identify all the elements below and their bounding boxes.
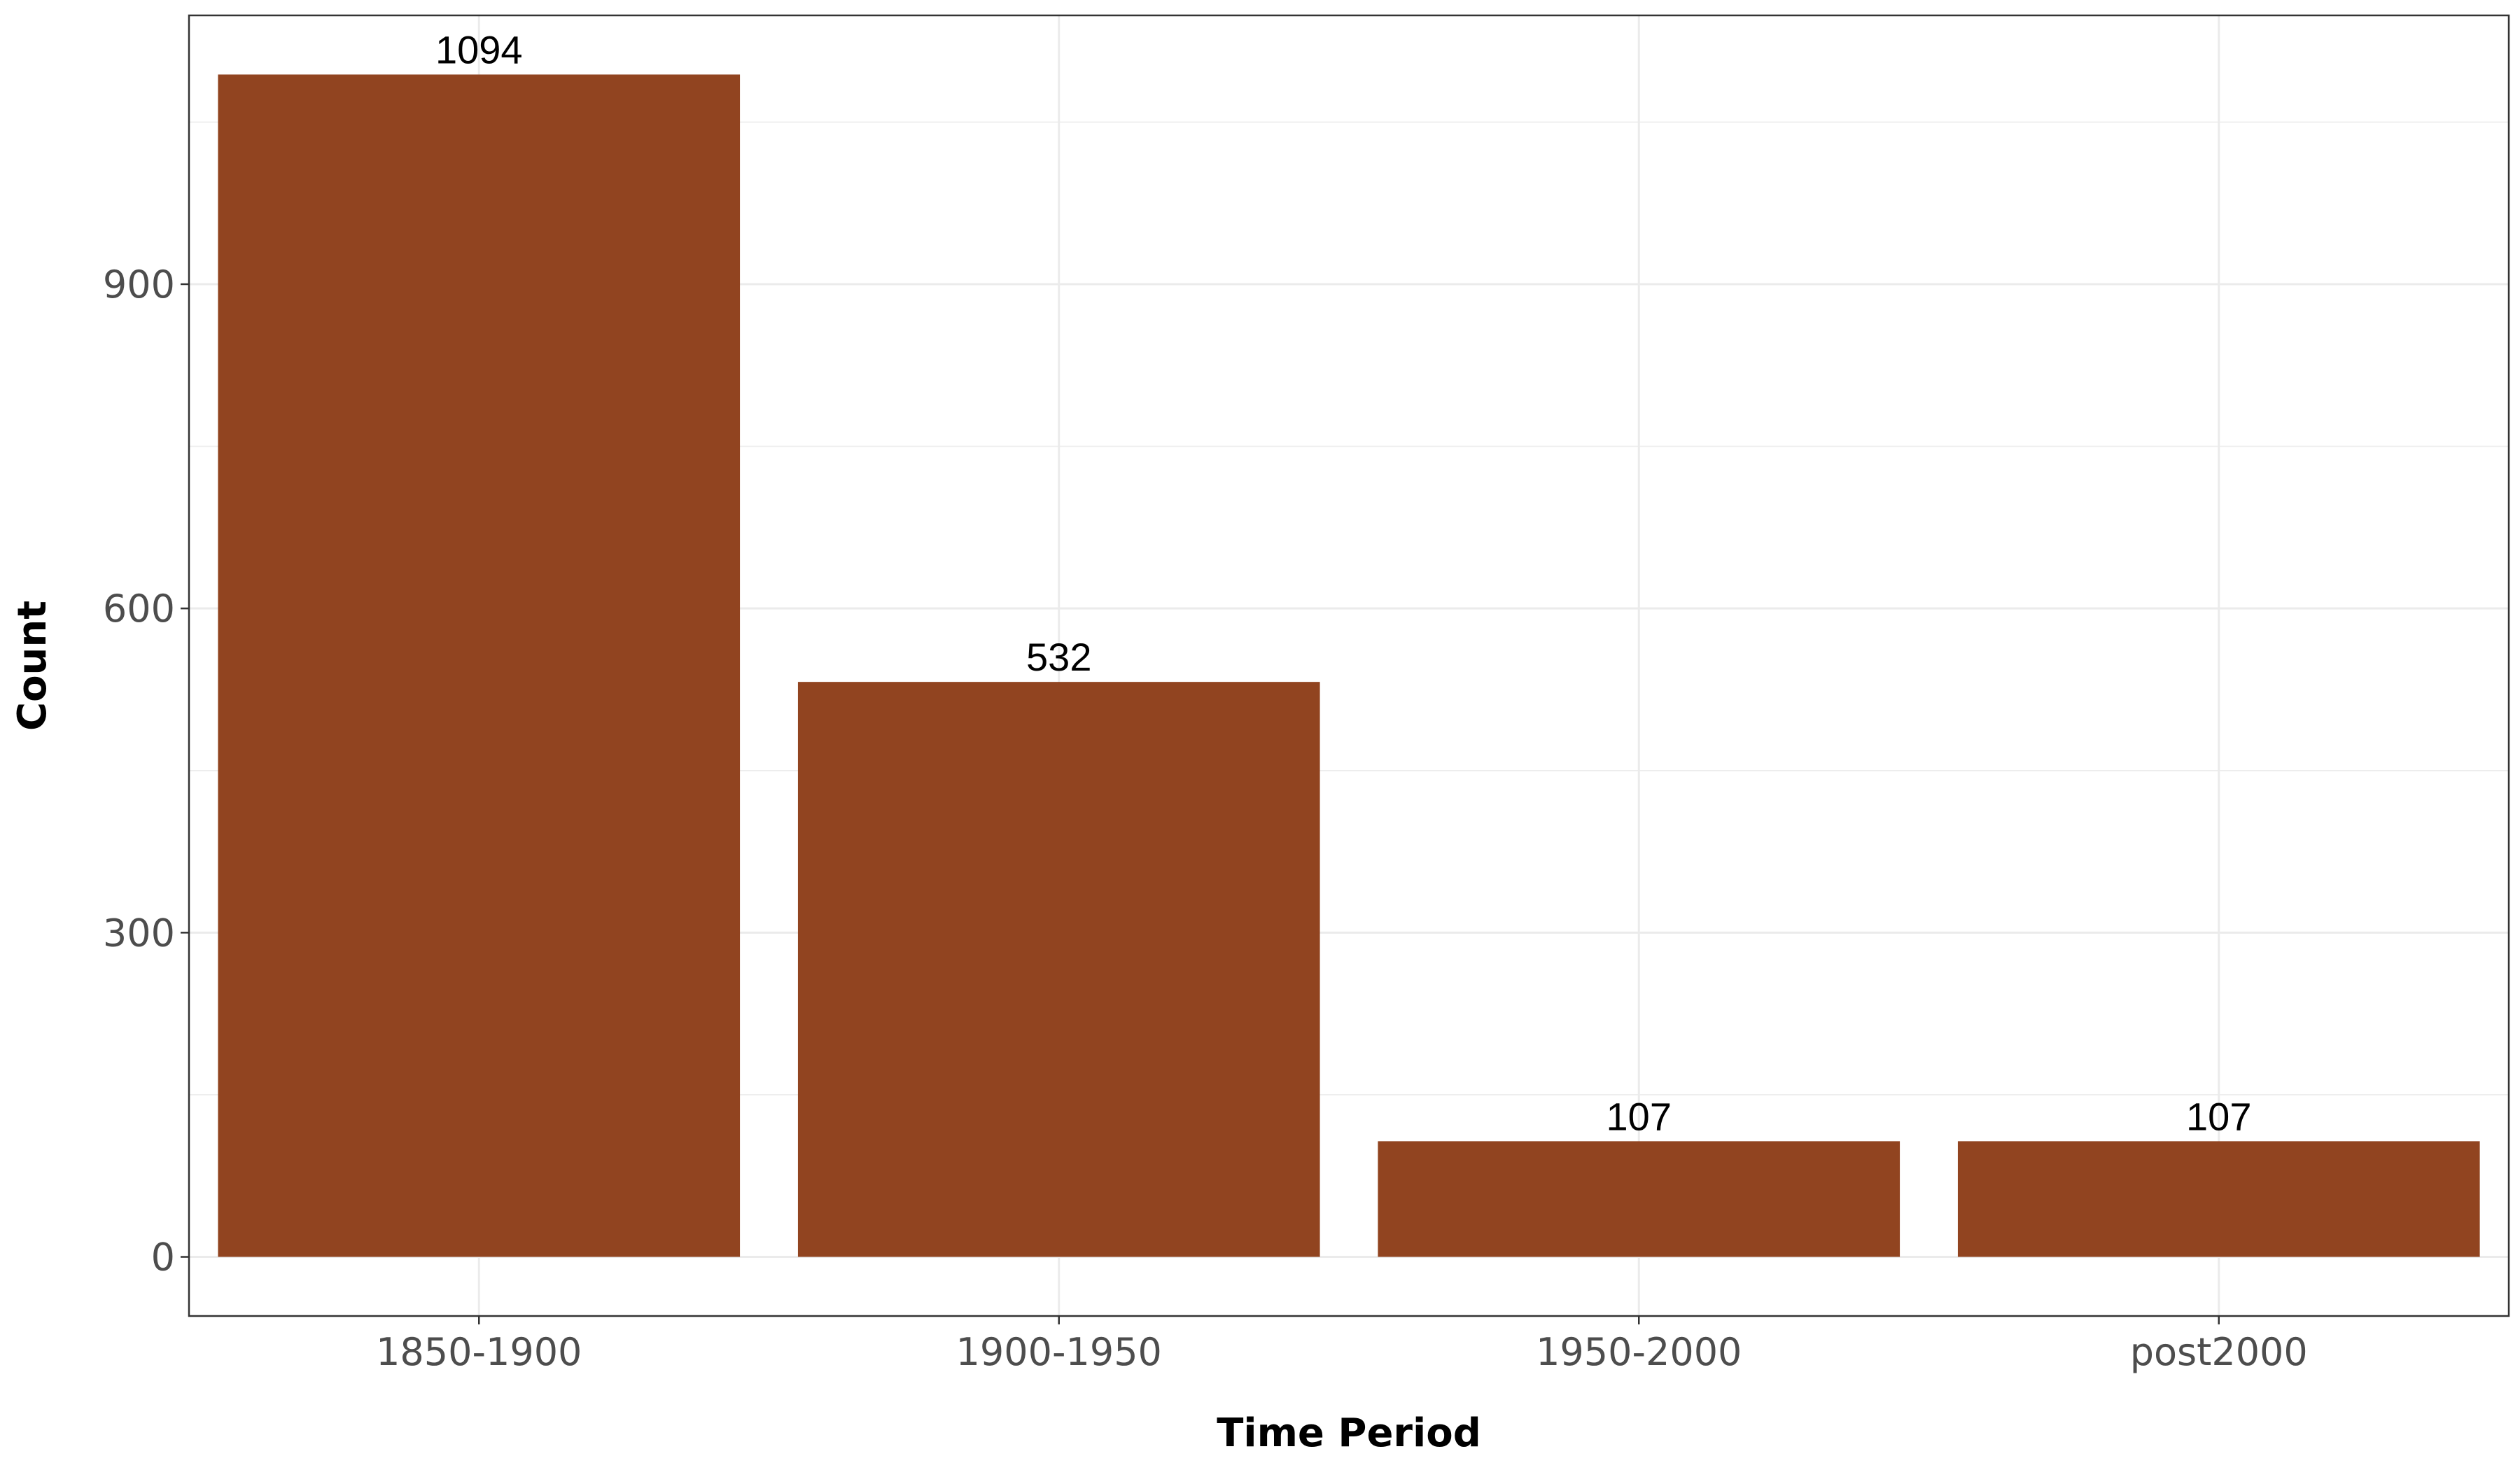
x-tick-label: 1900-1950 bbox=[956, 1330, 1162, 1374]
y-tick-label: 0 bbox=[151, 1236, 175, 1280]
x-tick-label: 1850-1900 bbox=[376, 1330, 582, 1374]
x-axis-title: Time Period bbox=[1217, 1410, 1481, 1456]
data-label: 107 bbox=[1606, 1094, 1672, 1138]
y-axis-title: Count bbox=[10, 601, 55, 731]
data-labels: 1094 532 107 107 bbox=[435, 27, 2252, 1138]
bar-1900-1950 bbox=[797, 682, 1320, 1257]
x-tick-label: 1950-2000 bbox=[1536, 1330, 1742, 1374]
bar-post2000 bbox=[1957, 1141, 2480, 1257]
x-tick-label: post2000 bbox=[2130, 1330, 2308, 1374]
axis-ticks: 0 300 600 900 1850-1900 1900-1950 1950-2000 pos… bbox=[103, 262, 2308, 1374]
bar-1850-1900 bbox=[218, 74, 741, 1257]
bar-1950-2000 bbox=[1378, 1141, 1900, 1257]
y-tick-label: 300 bbox=[103, 911, 175, 955]
y-tick-label: 600 bbox=[103, 587, 175, 631]
data-label: 532 bbox=[1026, 635, 1091, 679]
y-tick-label: 900 bbox=[103, 262, 175, 307]
bars bbox=[218, 74, 2480, 1257]
data-label: 107 bbox=[2186, 1094, 2251, 1138]
data-label: 1094 bbox=[435, 27, 523, 71]
plot-panel-border bbox=[188, 14, 2510, 1317]
